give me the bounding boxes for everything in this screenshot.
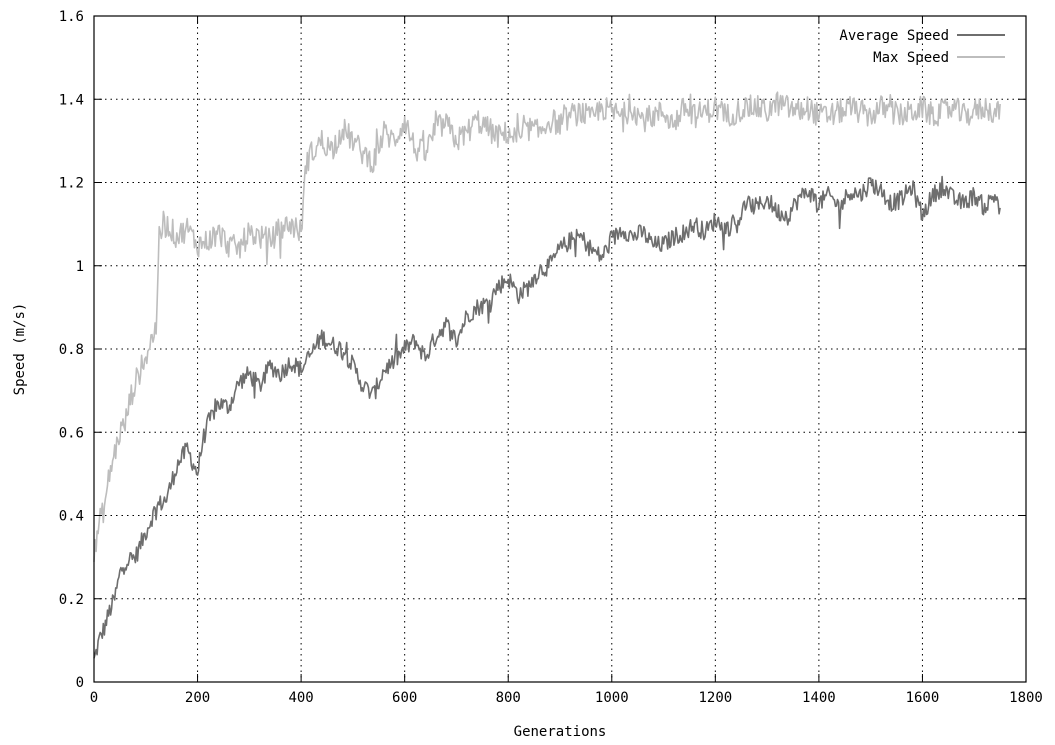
y-tick-label: 0.4: [59, 509, 84, 525]
y-tick-label: 0.2: [59, 592, 84, 608]
series-layer: [93, 91, 1001, 659]
legend: Average Speed Max Speed: [839, 28, 1005, 66]
ticks: 0 200 400 600 800 1000 1200 1400 1600 1800 0 0.2 0.4…: [59, 9, 1043, 706]
y-tick-label: 1: [76, 259, 84, 275]
legend-label-average-speed: Average Speed: [839, 28, 949, 44]
y-tick-label: 0.6: [59, 425, 84, 441]
x-tick-label: 600: [392, 690, 417, 706]
x-tick-label: 1400: [802, 690, 836, 706]
y-tick-label: 1.2: [59, 176, 84, 192]
x-axis-label: Generations: [514, 724, 607, 740]
x-tick-label: 400: [288, 690, 313, 706]
x-tick-label: 1800: [1009, 690, 1043, 706]
y-tick-label: 0.8: [59, 342, 84, 358]
legend-label-max-speed: Max Speed: [873, 50, 949, 66]
series-line-max-speed: [93, 91, 1001, 563]
y-axis-label: Speed (m/s): [12, 303, 28, 396]
x-tick-label: 1000: [595, 690, 629, 706]
y-tick-label: 0: [76, 675, 84, 691]
x-tick-label: 0: [90, 690, 98, 706]
x-tick-label: 200: [185, 690, 210, 706]
y-tick-label: 1.6: [59, 9, 84, 25]
y-tick-label: 1.4: [59, 92, 84, 108]
series-line-average-speed: [93, 175, 1001, 659]
x-tick-label: 800: [496, 690, 521, 706]
x-tick-label: 1600: [906, 690, 940, 706]
grid: [94, 16, 1026, 682]
x-tick-label: 1200: [698, 690, 732, 706]
